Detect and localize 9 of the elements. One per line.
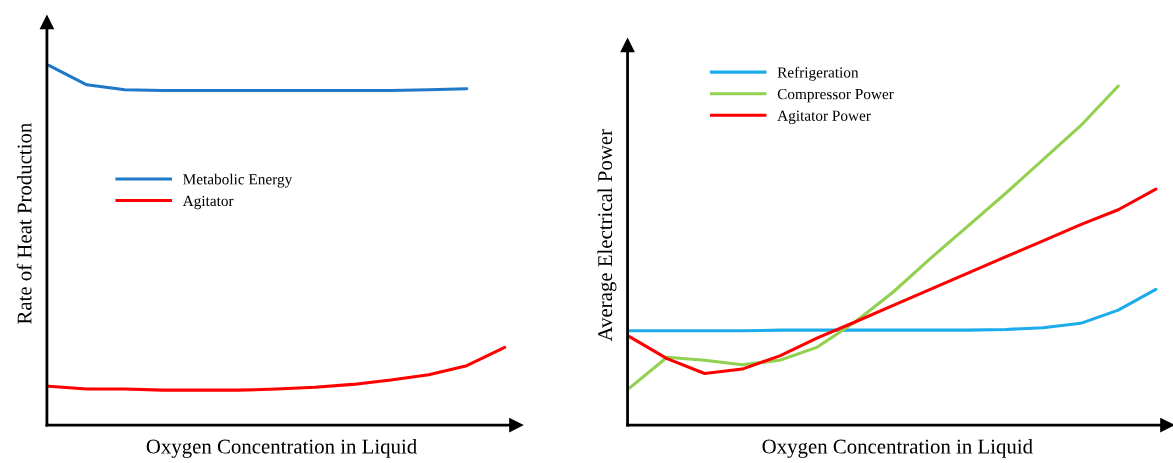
legend-label: Agitator — [182, 195, 234, 210]
x-axis-title: Oxygen Concentration in Liquid — [146, 438, 417, 458]
legend-label: Metabolic Energy — [183, 173, 293, 188]
y-axis-title: Average Electrical Power — [597, 129, 617, 342]
y-axis-title: Rate of Heat Production — [16, 122, 32, 324]
x-axis-title: Oxygen Concentration in Liquid — [762, 438, 1033, 458]
legend-label: Compressor Power — [777, 88, 894, 103]
legend-label: Refrigeration — [777, 66, 859, 81]
legend-label: Agitator Power — [777, 110, 871, 124]
